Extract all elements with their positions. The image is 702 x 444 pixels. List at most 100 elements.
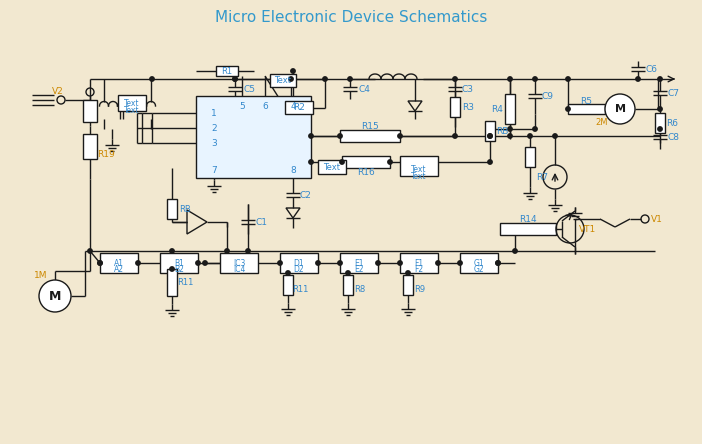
Bar: [450, 97, 460, 117]
Text: C4: C4: [358, 84, 370, 94]
Circle shape: [436, 261, 440, 265]
Circle shape: [233, 77, 237, 81]
Circle shape: [512, 249, 517, 253]
Bar: [196, 96, 311, 178]
Circle shape: [458, 261, 462, 265]
Circle shape: [39, 280, 71, 312]
Circle shape: [286, 271, 290, 275]
Bar: [83, 134, 97, 159]
Circle shape: [636, 77, 640, 81]
Bar: [283, 275, 293, 295]
Circle shape: [496, 261, 501, 265]
Text: M: M: [49, 289, 61, 302]
Circle shape: [658, 77, 662, 81]
Bar: [340, 253, 378, 273]
Bar: [280, 253, 318, 273]
Text: 6: 6: [262, 102, 268, 111]
Bar: [500, 223, 556, 235]
Text: R15: R15: [361, 122, 379, 131]
Text: R3: R3: [462, 103, 474, 111]
Circle shape: [289, 77, 293, 81]
Circle shape: [170, 249, 174, 253]
Bar: [505, 94, 515, 124]
Text: IC4: IC4: [233, 266, 245, 274]
Circle shape: [98, 261, 102, 265]
Circle shape: [398, 261, 402, 265]
Text: R14: R14: [519, 214, 537, 223]
Text: C3: C3: [462, 84, 474, 94]
Text: C9: C9: [542, 91, 554, 100]
Circle shape: [278, 261, 282, 265]
Circle shape: [388, 160, 392, 164]
Text: R5: R5: [581, 96, 592, 106]
Circle shape: [340, 160, 344, 164]
Text: R8: R8: [355, 285, 366, 294]
Text: 7: 7: [211, 166, 217, 174]
Text: A2: A2: [114, 266, 124, 274]
Text: D2: D2: [293, 266, 304, 274]
Text: C2: C2: [299, 190, 311, 199]
Circle shape: [338, 261, 342, 265]
Text: RB: RB: [496, 127, 508, 135]
Text: VT1: VT1: [579, 225, 597, 234]
Text: IC3: IC3: [233, 258, 245, 267]
Text: C6: C6: [646, 64, 658, 74]
Bar: [655, 113, 665, 133]
Circle shape: [376, 261, 380, 265]
Text: C7: C7: [667, 88, 679, 98]
Bar: [525, 147, 535, 167]
Circle shape: [338, 134, 342, 138]
Circle shape: [488, 134, 492, 138]
Text: RB: RB: [179, 205, 191, 214]
Circle shape: [605, 94, 635, 124]
Circle shape: [453, 77, 457, 81]
Text: M: M: [614, 104, 625, 114]
Text: Text: Text: [411, 171, 427, 181]
Bar: [343, 275, 353, 295]
Circle shape: [488, 134, 492, 138]
Circle shape: [566, 77, 570, 81]
Text: A1: A1: [114, 258, 124, 267]
Circle shape: [508, 127, 512, 131]
Bar: [340, 130, 400, 142]
Circle shape: [309, 160, 313, 164]
Circle shape: [528, 134, 532, 138]
Circle shape: [291, 69, 296, 73]
Text: G2: G2: [474, 266, 484, 274]
Circle shape: [316, 261, 320, 265]
Text: Text: Text: [324, 163, 340, 171]
Circle shape: [496, 261, 501, 265]
Text: F1: F1: [414, 258, 423, 267]
Circle shape: [323, 77, 327, 81]
Bar: [160, 253, 198, 273]
Text: B2: B2: [174, 266, 184, 274]
Circle shape: [225, 249, 229, 253]
Bar: [568, 104, 605, 114]
Bar: [270, 74, 296, 87]
Circle shape: [658, 107, 662, 111]
Text: 1: 1: [211, 108, 217, 118]
Text: R2: R2: [293, 103, 305, 112]
Text: R19: R19: [97, 150, 115, 159]
Text: Text: Text: [124, 106, 140, 115]
Bar: [318, 160, 346, 174]
Bar: [400, 253, 438, 273]
Bar: [460, 253, 498, 273]
Text: D1: D1: [293, 258, 304, 267]
Circle shape: [170, 267, 174, 271]
Bar: [167, 199, 177, 219]
Circle shape: [203, 261, 207, 265]
Circle shape: [98, 261, 102, 265]
Text: Micro Electronic Device Schematics: Micro Electronic Device Schematics: [215, 9, 487, 24]
Text: E2: E2: [355, 266, 364, 274]
Text: R7: R7: [536, 173, 548, 182]
Text: R1: R1: [221, 67, 232, 75]
Circle shape: [233, 77, 237, 81]
Bar: [400, 156, 438, 176]
Circle shape: [135, 261, 140, 265]
Bar: [167, 269, 177, 296]
Text: V2: V2: [52, 87, 64, 95]
Circle shape: [533, 127, 537, 131]
Circle shape: [88, 249, 92, 253]
Text: B1: B1: [174, 258, 184, 267]
